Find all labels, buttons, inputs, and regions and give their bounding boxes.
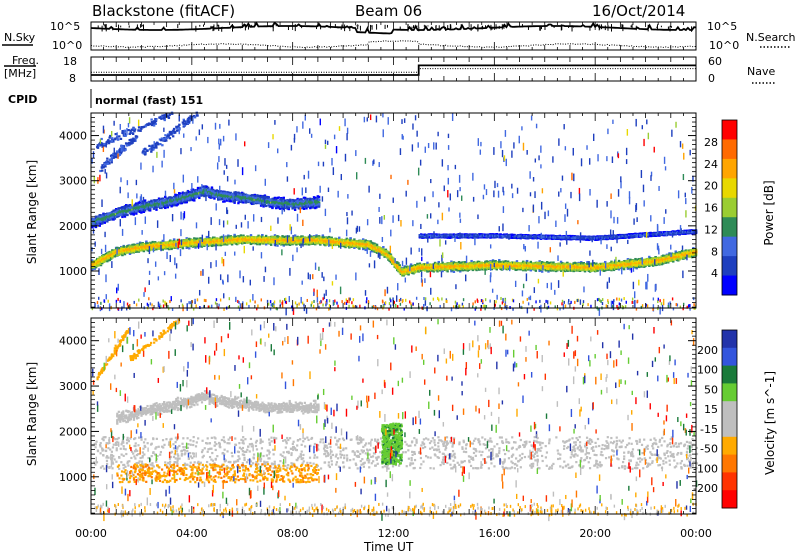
cpid-label: CPID [8, 93, 37, 106]
power-cell [152, 241, 154, 243]
cpid-text: normal (fast) 151 [95, 94, 203, 107]
power-cell [358, 248, 360, 250]
cpid-panel: CPID normal (fast) 151 [8, 89, 203, 108]
power-cell [188, 247, 190, 249]
freq-panel: Freq. [MHz] 18 8 60 0 Nave [4, 54, 775, 85]
power-cell [382, 246, 384, 248]
noise-right-tick-bottom: 10^0 [709, 39, 739, 52]
noise-left-tick-top: 10^5 [50, 20, 80, 33]
power-cell [250, 234, 252, 236]
power-cell [376, 244, 378, 246]
power-cell [265, 235, 267, 237]
freq-tick-bottom: 8 [69, 72, 76, 85]
nsearch-label: N.Search [746, 31, 796, 44]
power-cell [270, 244, 272, 246]
noise-left-tick-bottom: 10^0 [52, 39, 82, 52]
freq-tick-top: 18 [63, 55, 77, 68]
power-cell [328, 236, 330, 238]
nave-trace [91, 69, 696, 73]
power-cell [206, 236, 208, 238]
nave-tick-top: 60 [708, 55, 722, 68]
power-cell [182, 247, 184, 249]
date-title: 16/Oct/2014 [592, 2, 685, 20]
nave-label: Nave [747, 65, 775, 78]
station-title: Blackstone (fitACF) [92, 2, 235, 20]
beam-title: Beam 06 [355, 2, 422, 20]
freq-units-label: [MHz] [4, 67, 36, 80]
power-plot-bg [91, 113, 696, 308]
freq-label: Freq. [12, 54, 39, 67]
nsky-label: N.Sky [4, 31, 36, 44]
power-cell [353, 238, 355, 240]
noise-panel: N.Sky 10^5 10^0 10^5 10^0 N.Search [2, 20, 796, 52]
power-cell [338, 237, 340, 239]
power-cell [276, 245, 278, 247]
power-cell [294, 234, 296, 236]
nave-tick-bottom: 0 [708, 72, 715, 85]
noise-right-tick-top: 10^5 [707, 20, 737, 33]
power-cell [240, 234, 242, 236]
